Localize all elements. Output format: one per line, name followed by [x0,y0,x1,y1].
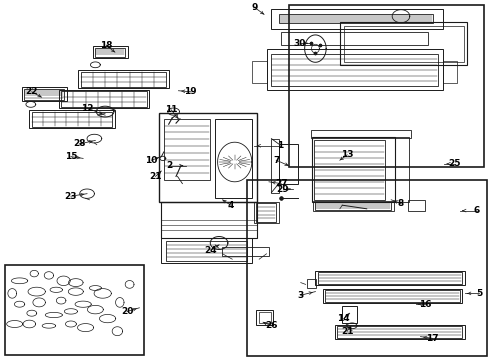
Bar [255,203,276,222]
Bar [315,202,390,210]
Bar [61,91,146,107]
Bar [258,312,270,323]
Text: 7: 7 [272,156,279,165]
Text: 25: 25 [447,159,460,168]
Bar [271,139,278,193]
Text: 6: 6 [473,206,479,215]
Bar [59,90,149,108]
Text: 9: 9 [250,3,257,12]
Bar [266,49,442,90]
Bar [339,22,466,65]
Text: 30: 30 [293,39,305,48]
Text: 11: 11 [164,105,177,114]
Text: 22: 22 [25,87,38,96]
Bar [29,110,115,128]
Text: 27: 27 [274,179,287,188]
Bar [342,306,356,323]
Bar [254,202,278,223]
Text: 19: 19 [184,87,197,96]
Text: 1: 1 [277,141,283,150]
Text: 5: 5 [475,289,481,298]
Bar [22,87,67,101]
Bar [314,140,385,200]
Text: 14: 14 [337,314,349,323]
Bar [337,326,461,338]
Text: 3: 3 [297,291,303,300]
Bar [407,200,425,211]
Bar [159,113,256,202]
Bar [317,272,461,284]
Text: 13: 13 [340,150,353,159]
Bar [93,46,128,58]
Text: 15: 15 [64,152,77,161]
Bar [278,144,298,184]
Text: 2: 2 [166,161,172,170]
Bar [310,130,410,138]
Text: 4: 4 [227,201,234,210]
Bar [288,5,483,167]
Text: 18: 18 [100,40,112,49]
Bar [5,265,144,355]
Bar [256,310,273,325]
Bar [161,202,256,238]
Text: 8: 8 [397,199,403,208]
Text: 16: 16 [418,300,431,309]
Bar [311,137,394,202]
Bar [251,61,266,83]
Bar [281,32,427,45]
Bar [334,325,464,339]
Text: 28: 28 [73,139,85,148]
Bar [95,48,125,57]
Bar [322,289,461,303]
Bar [32,112,112,127]
Text: 12: 12 [81,104,93,112]
Text: 24: 24 [203,246,216,255]
Bar [24,89,64,100]
Bar [161,238,251,263]
Bar [325,290,459,302]
Text: 29: 29 [276,184,288,194]
Text: 17: 17 [426,334,438,343]
Bar [81,72,166,87]
Bar [278,14,432,23]
Bar [343,26,463,62]
Bar [78,70,168,88]
Text: 23: 23 [64,192,77,201]
Text: 21: 21 [340,327,353,336]
Bar [163,119,210,180]
Bar [315,271,464,285]
Bar [394,137,408,202]
Bar [442,61,456,83]
Bar [271,9,442,29]
Text: 21: 21 [149,172,162,181]
Bar [246,180,486,356]
Bar [222,247,268,256]
Bar [306,279,315,288]
Text: 26: 26 [265,321,278,330]
Bar [166,241,246,261]
Bar [271,54,437,86]
Bar [312,201,393,211]
Bar [215,119,251,198]
Text: 10: 10 [145,156,158,165]
Text: 20: 20 [121,307,133,316]
